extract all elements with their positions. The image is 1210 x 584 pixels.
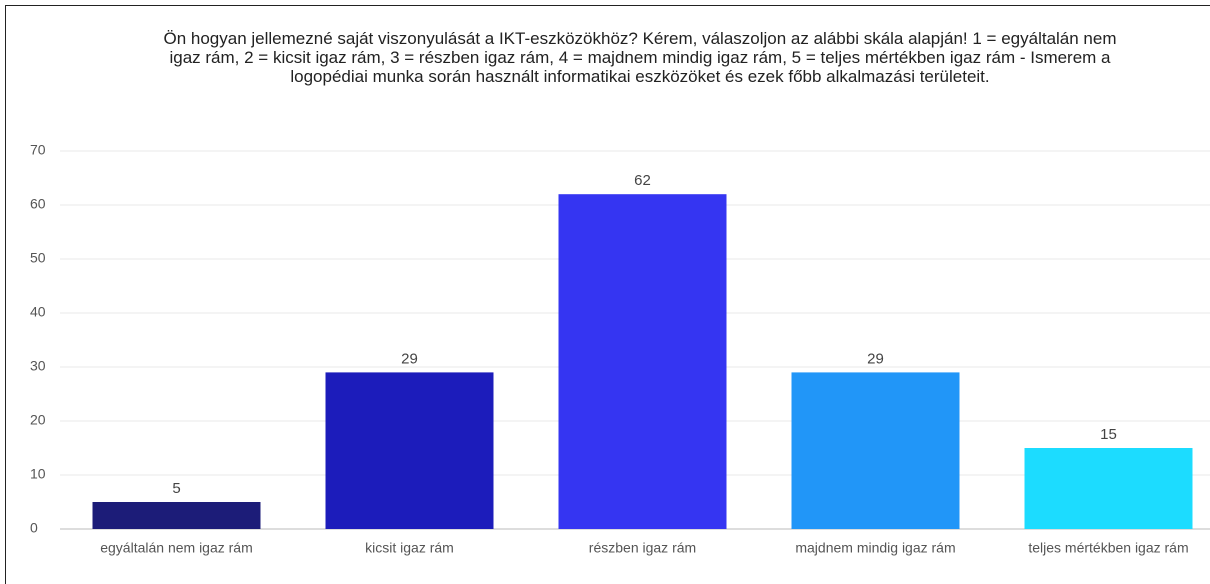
frame (5, 5, 1210, 584)
x-tick-label: részben igaz rám (589, 540, 696, 556)
y-tick-label: 10 (30, 466, 46, 482)
y-tick-label: 0 (30, 520, 38, 536)
x-tick-label: teljes mértékben igaz rám (1028, 540, 1188, 556)
x-tick-label: majdnem mindig igaz rám (795, 540, 955, 556)
bar (1024, 448, 1193, 529)
data-label: 62 (634, 172, 651, 189)
y-tick-label: 30 (30, 358, 46, 374)
y-tick-label: 70 (30, 142, 46, 158)
bar (558, 194, 727, 529)
bar (92, 502, 261, 529)
bar (791, 372, 960, 529)
data-label: 29 (867, 350, 884, 367)
data-label: 29 (401, 350, 418, 367)
x-tick-label: egyáltalán nem igaz rám (100, 540, 253, 556)
data-label: 15 (1100, 426, 1117, 443)
y-tick-label: 50 (30, 250, 46, 266)
bar (325, 372, 494, 529)
x-tick-label: kicsit igaz rám (365, 540, 454, 556)
chart-title: Ön hogyan jellemezné saját viszonyulását… (163, 29, 1117, 86)
data-label: 5 (172, 480, 180, 497)
y-tick-label: 40 (30, 304, 46, 320)
y-tick-label: 20 (30, 412, 46, 428)
y-tick-label: 60 (30, 196, 46, 212)
